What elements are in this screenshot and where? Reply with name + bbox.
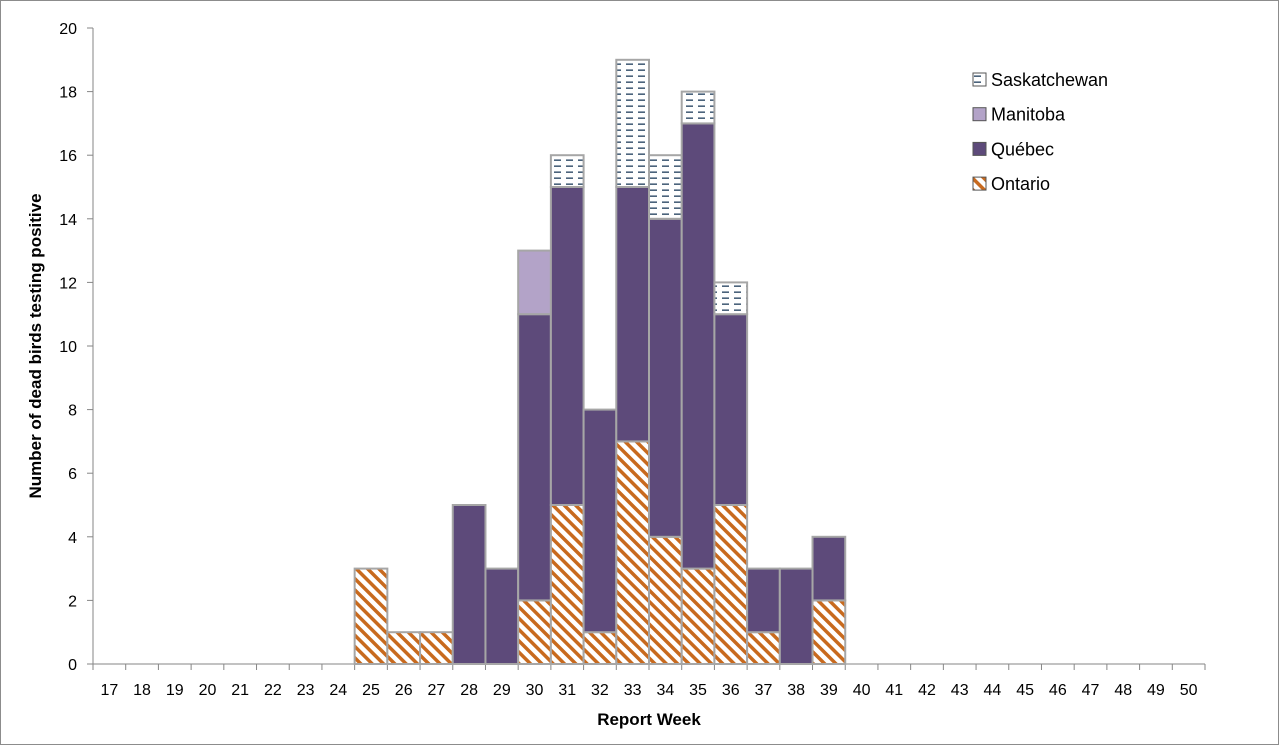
legend-label-ontario: Ontario <box>991 174 1050 194</box>
bar-segment-ontario-week-39 <box>811 599 847 666</box>
y-tick-label: 8 <box>68 403 77 420</box>
bar-segment-qubec-week-39 <box>811 535 847 602</box>
y-tick-label: 20 <box>59 21 77 38</box>
bar-segment-saskatchewan-week-34 <box>648 154 683 220</box>
legend-label-saskatchewan: Saskatchewan <box>991 70 1108 90</box>
x-tick-label: 19 <box>166 682 184 699</box>
x-tick-label: 27 <box>428 682 446 699</box>
x-tick-label: 26 <box>395 682 413 699</box>
x-tick-label: 25 <box>362 682 380 699</box>
x-tick-label: 34 <box>656 682 674 699</box>
y-tick-label: 10 <box>59 339 77 356</box>
bar-segment-ontario-week-33 <box>615 440 651 665</box>
legend-swatch-qubec <box>972 141 987 156</box>
bar-segment-ontario-week-30 <box>517 599 552 666</box>
x-tick-label: 39 <box>820 682 838 699</box>
bar-segment-ontario-week-25 <box>353 567 389 665</box>
x-tick-label: 44 <box>984 682 1002 699</box>
x-axis: 17 18 19 20 21 22 23 24 25 26 27 28 29 30 31 32 33 34 35 36… <box>92 663 1206 699</box>
x-tick-label: 31 <box>558 682 576 699</box>
y-tick-label: 4 <box>68 530 77 547</box>
legend-swatch-ontario <box>972 176 987 191</box>
x-tick-label: 32 <box>591 682 609 699</box>
x-tick-label: 22 <box>264 682 282 699</box>
legend-swatch-saskatchewan <box>972 72 987 87</box>
x-tick-label: 47 <box>1082 682 1100 699</box>
legend: Saskatchewan Manitoba Québec Ontario <box>972 70 1108 194</box>
bar-segment-saskatchewan-week-36 <box>713 281 749 316</box>
y-tick-label: 18 <box>59 85 77 102</box>
y-tick-label: 0 <box>68 657 77 674</box>
y-tick-label: 14 <box>59 212 77 229</box>
x-tick-label: 17 <box>100 682 118 699</box>
bar-segment-qubec-week-36 <box>713 313 749 507</box>
y-axis-title: Number of dead birds testing positive <box>26 193 45 498</box>
x-tick-label: 49 <box>1147 682 1165 699</box>
bar-segment-saskatchewan-week-31 <box>549 154 585 188</box>
bar-segment-qubec-week-34 <box>648 217 683 538</box>
x-tick-label: 42 <box>918 682 936 699</box>
x-tick-label: 21 <box>231 682 249 699</box>
bar-segment-qubec-week-38 <box>778 567 814 665</box>
bar-segment-ontario-week-31 <box>549 504 585 665</box>
x-tick-label: 35 <box>689 682 707 699</box>
x-tick-label: 37 <box>755 682 773 699</box>
x-tick-label: 46 <box>1049 682 1067 699</box>
y-tick-label: 2 <box>68 593 77 610</box>
x-tick-label: 36 <box>722 682 740 699</box>
x-tick-label: 40 <box>853 682 871 699</box>
bar-segment-manitoba-week-30 <box>517 249 552 316</box>
y-tick-label: 12 <box>59 275 77 292</box>
x-tick-label: 38 <box>787 682 805 699</box>
bar-segment-ontario-week-34 <box>648 535 683 665</box>
bar-segment-ontario-week-35 <box>680 567 716 665</box>
bars <box>353 58 847 666</box>
legend-label-qubec: Québec <box>991 139 1054 159</box>
bar-segment-saskatchewan-week-33 <box>615 58 651 188</box>
bar-segment-qubec-week-35 <box>680 122 716 570</box>
bar-segment-ontario-week-32 <box>582 631 618 666</box>
bar-segment-qubec-week-32 <box>582 408 618 634</box>
bar-segment-qubec-week-29 <box>484 567 520 665</box>
bar-segment-qubec-week-33 <box>615 186 651 443</box>
x-tick-label: 43 <box>951 682 969 699</box>
bar-segment-qubec-week-28 <box>451 504 487 665</box>
x-tick-label: 50 <box>1180 682 1198 699</box>
x-tick-label: 20 <box>199 682 217 699</box>
x-tick-label: 18 <box>133 682 151 699</box>
x-tick-label: 29 <box>493 682 511 699</box>
x-tick-label: 48 <box>1114 682 1132 699</box>
bar-segment-ontario-week-36 <box>713 504 749 665</box>
x-axis-title: Report Week <box>597 710 701 729</box>
x-tick-label: 41 <box>885 682 903 699</box>
x-tick-label: 24 <box>329 682 347 699</box>
legend-label-manitoba: Manitoba <box>991 105 1066 125</box>
y-tick-label: 16 <box>59 148 77 165</box>
bar-segment-ontario-week-37 <box>746 631 781 666</box>
x-tick-label: 28 <box>460 682 478 699</box>
y-tick-label: 6 <box>68 466 77 483</box>
x-tick-label: 30 <box>526 682 544 699</box>
bar-segment-ontario-week-26 <box>386 631 422 666</box>
bar-segment-qubec-week-37 <box>746 567 781 634</box>
bar-segment-qubec-week-30 <box>517 313 552 602</box>
bar-segment-saskatchewan-week-35 <box>680 90 716 125</box>
legend-swatch-manitoba <box>972 107 987 122</box>
x-tick-label: 23 <box>297 682 315 699</box>
bar-segment-qubec-week-31 <box>549 186 585 506</box>
y-axis: 0 2 4 6 8 10 12 14 16 18 20 <box>59 21 94 674</box>
x-tick-label: 45 <box>1016 682 1034 699</box>
x-tick-label: 33 <box>624 682 642 699</box>
bar-segment-ontario-week-27 <box>419 631 454 666</box>
